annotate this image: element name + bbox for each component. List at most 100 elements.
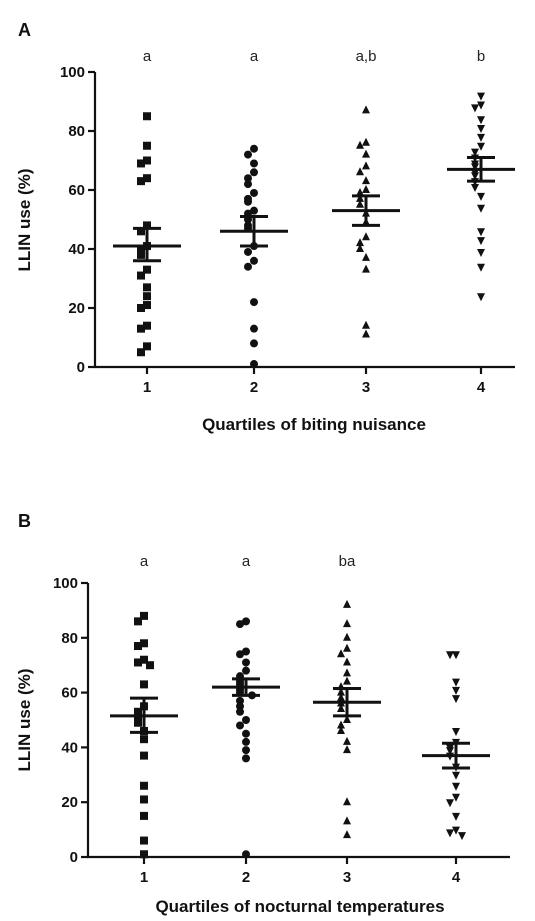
data-point-triangle-up bbox=[356, 244, 364, 252]
panel-b-y-axis: 0 20 40 60 80 100 bbox=[53, 575, 90, 866]
data-point-square bbox=[137, 250, 145, 259]
data-point-triangle-up bbox=[343, 797, 351, 806]
panel-a-points bbox=[137, 92, 485, 369]
x-tick-label: 3 bbox=[362, 379, 370, 396]
significance-letter: ba bbox=[339, 553, 356, 570]
data-point-triangle-up bbox=[362, 232, 370, 241]
data-point-square bbox=[143, 321, 151, 330]
panel-a-x-axis: 1 2 3 4 bbox=[94, 365, 515, 396]
data-point-circle bbox=[250, 256, 258, 265]
data-point-circle bbox=[250, 159, 258, 168]
data-point-triangle-down bbox=[452, 782, 460, 791]
data-point-triangle-up bbox=[343, 676, 351, 685]
y-tick-label: 0 bbox=[77, 359, 85, 376]
data-point-triangle-down bbox=[452, 826, 460, 835]
significance-letter: b bbox=[477, 48, 485, 65]
data-point-triangle-down bbox=[452, 771, 460, 780]
data-point-triangle-up bbox=[337, 687, 345, 696]
data-point-triangle-up bbox=[343, 816, 351, 825]
data-point-triangle-down bbox=[446, 747, 454, 756]
data-point-triangle-up bbox=[337, 649, 345, 658]
significance-letter: a bbox=[140, 553, 149, 570]
panel-a-y-axis: 0 20 40 60 80 100 bbox=[60, 64, 97, 376]
data-point-triangle-up bbox=[362, 176, 370, 185]
data-point-triangle-down bbox=[477, 133, 485, 142]
x-tick-label: 4 bbox=[452, 869, 461, 886]
data-point-square bbox=[143, 283, 151, 292]
y-tick-label: 60 bbox=[68, 182, 85, 199]
data-point-triangle-down bbox=[471, 148, 479, 157]
panel-b: B a a ba 0 20 40 60 80 100 1 2 3 4 LLIN use (%) Qu… bbox=[15, 511, 510, 916]
data-point-triangle-up bbox=[356, 199, 364, 208]
data-point-circle bbox=[236, 650, 244, 659]
data-point-triangle-down bbox=[477, 228, 485, 237]
data-point-triangle-up bbox=[356, 193, 364, 202]
data-point-triangle-up bbox=[362, 137, 370, 146]
data-point-triangle-down bbox=[446, 829, 454, 838]
data-point-triangle-up bbox=[356, 187, 364, 196]
data-point-triangle-down bbox=[477, 116, 485, 125]
data-point-triangle-up bbox=[343, 619, 351, 628]
data-point-square bbox=[140, 655, 148, 664]
data-point-square bbox=[140, 795, 148, 804]
data-point-triangle-down bbox=[452, 812, 460, 821]
data-point-square bbox=[140, 680, 148, 689]
data-point-square bbox=[134, 642, 142, 651]
y-tick-label: 100 bbox=[53, 575, 78, 592]
data-point-triangle-down bbox=[477, 248, 485, 257]
panel-b-points bbox=[134, 599, 466, 859]
data-point-square bbox=[134, 617, 142, 626]
y-tick-label: 100 bbox=[60, 64, 85, 81]
data-point-square bbox=[137, 159, 145, 168]
y-tick-label: 20 bbox=[61, 794, 78, 811]
data-point-square bbox=[137, 348, 145, 357]
data-point-triangle-down bbox=[471, 104, 479, 113]
data-point-circle bbox=[242, 850, 250, 859]
data-point-circle bbox=[236, 707, 244, 716]
data-point-triangle-up bbox=[337, 725, 345, 734]
data-point-circle bbox=[250, 188, 258, 197]
data-point-square bbox=[140, 735, 148, 744]
data-point-square bbox=[143, 221, 151, 230]
data-point-square bbox=[137, 271, 145, 280]
y-tick-label: 60 bbox=[61, 685, 78, 702]
data-point-square bbox=[140, 751, 148, 760]
y-tick-label: 40 bbox=[61, 739, 78, 756]
panel-a-significance: a a a,b b bbox=[143, 48, 485, 65]
significance-letter: a bbox=[242, 553, 251, 570]
x-tick-label: 1 bbox=[143, 379, 151, 396]
data-point-triangle-down bbox=[452, 651, 460, 660]
panel-a-label: A bbox=[18, 20, 31, 40]
panel-a-x-axis-title: Quartiles of biting nuisance bbox=[202, 415, 426, 434]
data-point-square bbox=[143, 301, 151, 310]
data-point-square bbox=[137, 227, 145, 236]
data-point-circle bbox=[250, 339, 258, 348]
data-point-triangle-down bbox=[477, 142, 485, 151]
panel-b-x-axis: 1 2 3 4 bbox=[87, 855, 510, 886]
data-point-square bbox=[134, 707, 142, 716]
panel-b-significance: a a ba bbox=[140, 553, 356, 570]
y-tick-label: 20 bbox=[68, 300, 85, 317]
panel-b-y-axis-title: LLIN use (%) bbox=[15, 669, 34, 772]
data-point-circle bbox=[244, 197, 252, 206]
panel-b-x-axis-title: Quartiles of nocturnal temperatures bbox=[155, 897, 444, 916]
data-point-circle bbox=[250, 298, 258, 307]
data-point-triangle-down bbox=[458, 832, 466, 841]
data-point-square bbox=[134, 718, 142, 727]
data-point-square bbox=[140, 639, 148, 648]
data-point-circle bbox=[250, 144, 258, 153]
data-point-circle bbox=[236, 721, 244, 730]
data-point-triangle-down bbox=[477, 263, 485, 272]
data-point-triangle-up bbox=[343, 668, 351, 677]
data-point-circle bbox=[242, 737, 250, 746]
data-point-triangle-down bbox=[452, 678, 460, 687]
data-point-triangle-down bbox=[471, 184, 479, 193]
data-point-circle bbox=[242, 729, 250, 738]
data-point-circle bbox=[244, 150, 252, 159]
data-point-triangle-up bbox=[356, 238, 364, 247]
data-point-square bbox=[143, 265, 151, 274]
data-point-square bbox=[137, 324, 145, 333]
data-point-square bbox=[143, 342, 151, 351]
data-point-square bbox=[137, 245, 145, 253]
data-point-circle bbox=[242, 754, 250, 763]
